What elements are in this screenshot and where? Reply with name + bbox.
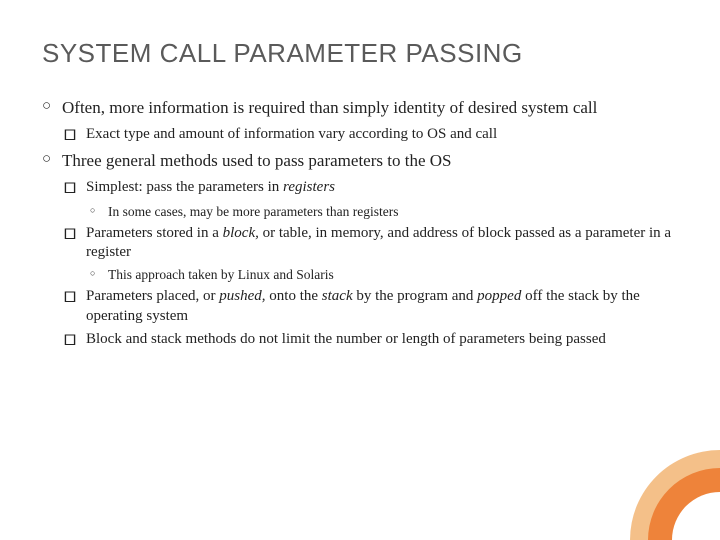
bullet-2-sub-1-note-text: In some cases, may be more parameters th… (108, 203, 678, 220)
bullet-2-sub-2-note-text: This approach taken by Linux and Solaris (108, 266, 678, 283)
bullet-1-sub-1: Exact type and amount of information var… (64, 125, 678, 146)
italic-term: stack (322, 288, 353, 304)
italic-term: registers (283, 179, 335, 195)
swirl-bullet-icon (64, 125, 86, 146)
italic-term: pushed, (219, 288, 265, 304)
bullet-2-sub-2-note: This approach taken by Linux and Solaris (90, 266, 678, 283)
slide-title: SYSTEM CALL PARAMETER PASSING (42, 38, 678, 69)
text-fragment: by the program and (353, 288, 478, 304)
text-fragment: Parameters placed, or (86, 288, 219, 304)
bullet-2-sub-2-text: Parameters stored in a block, or table, … (86, 224, 678, 262)
bullet-1: Often, more information is required than… (42, 97, 678, 119)
swirl-bullet-icon (64, 330, 86, 351)
circle-bullet-icon (42, 150, 62, 170)
bullet-1-text: Often, more information is required than… (62, 97, 678, 119)
bullet-2-sub-3-text: Parameters placed, or pushed, onto the s… (86, 287, 678, 325)
bullet-2-sub-2: Parameters stored in a block, or table, … (64, 224, 678, 262)
bullet-2-sub-4-text: Block and stack methods do not limit the… (86, 330, 678, 349)
slide: SYSTEM CALL PARAMETER PASSING Often, mor… (0, 0, 720, 540)
text-fragment: Simplest: pass the parameters in (86, 179, 283, 195)
italic-term: block, (223, 225, 259, 241)
bullet-2-sub-1-note: In some cases, may be more parameters th… (90, 203, 678, 220)
bullet-2-sub-3: Parameters placed, or pushed, onto the s… (64, 287, 678, 325)
bullet-2-text: Three general methods used to pass param… (62, 150, 678, 172)
text-fragment: onto the (266, 288, 322, 304)
bullet-2: Three general methods used to pass param… (42, 150, 678, 172)
dot-bullet-icon (90, 203, 108, 220)
bullet-1-sub-1-text: Exact type and amount of information var… (86, 125, 678, 144)
dot-bullet-icon (90, 266, 108, 283)
bullet-2-sub-4: Block and stack methods do not limit the… (64, 330, 678, 351)
swirl-bullet-icon (64, 287, 86, 308)
bullet-2-sub-1-text: Simplest: pass the parameters in registe… (86, 178, 678, 197)
bullet-2-sub-1: Simplest: pass the parameters in registe… (64, 178, 678, 199)
slide-content: Often, more information is required than… (42, 97, 678, 351)
text-fragment: Parameters stored in a (86, 225, 223, 241)
swirl-bullet-icon (64, 224, 86, 245)
italic-term: popped (477, 288, 521, 304)
decorative-corner-arc (630, 450, 720, 540)
circle-bullet-icon (42, 97, 62, 117)
swirl-bullet-icon (64, 178, 86, 199)
